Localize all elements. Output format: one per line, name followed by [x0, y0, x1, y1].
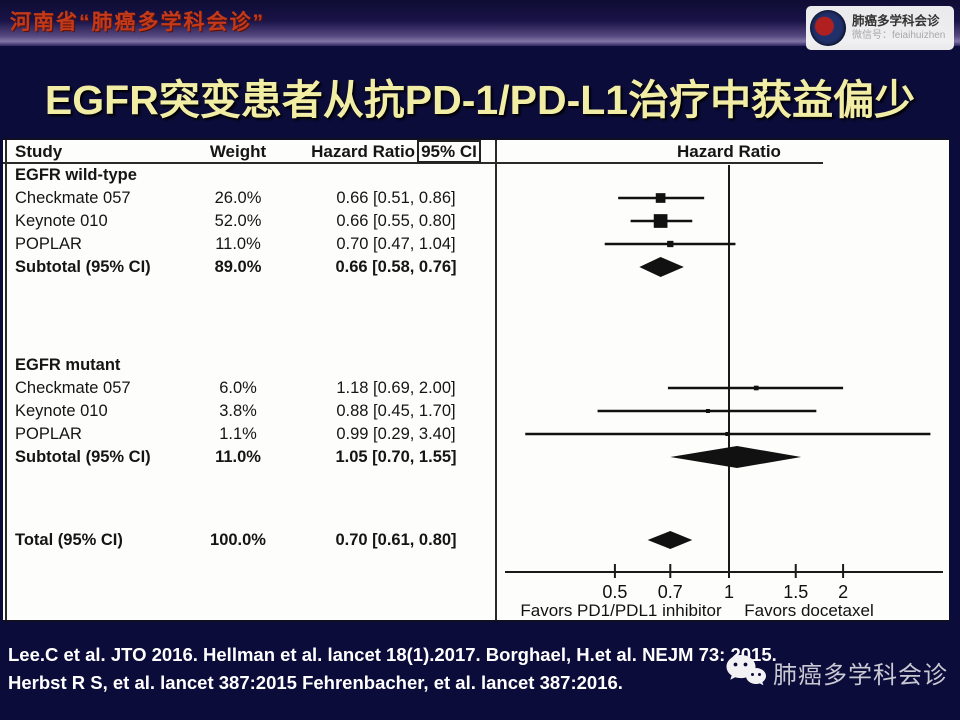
- weight-cell: 6.0%: [219, 379, 257, 397]
- table-row: Keynote 010 52.0% 0.66 [0.55, 0.80]: [3, 210, 497, 232]
- summary-diamond: [639, 257, 684, 277]
- hr-ci-cell: 0.70 [0.47, 1.04]: [336, 235, 456, 253]
- ci-box-annotation: 95% CI: [417, 140, 481, 163]
- hr-ci-cell: 0.66 [0.55, 0.80]: [336, 212, 456, 230]
- study-cell: Total (95% CI): [15, 531, 123, 549]
- wechat-account-badge: 肺癌多学科会诊 微信号：feiaihuizhen: [806, 6, 954, 50]
- table-plot-divider: [495, 140, 497, 620]
- plot-header-hazard-ratio: Hazard Ratio: [677, 142, 781, 161]
- citation-line-2: Herbst R S, et al. lancet 387:2015 Fehre…: [8, 672, 623, 693]
- study-cell: Keynote 010: [15, 212, 108, 230]
- summary-diamond: [670, 446, 802, 468]
- table-row: Checkmate 057 6.0% 1.18 [0.69, 2.00]: [3, 377, 497, 399]
- weight-cell: 11.0%: [215, 448, 261, 466]
- hr-ci-cell: 0.66 [0.51, 0.86]: [336, 189, 456, 207]
- table-left-border: [5, 140, 7, 620]
- wechat-account-id: 微信号：feiaihuizhen: [852, 30, 946, 41]
- hr-marker: [653, 214, 668, 228]
- weight-cell: 100.0%: [210, 531, 266, 549]
- weight-cell: 89.0%: [214, 258, 262, 276]
- wechat-account-logo-icon: [810, 10, 846, 46]
- weight-cell: 1.1%: [219, 425, 257, 443]
- weight-cell: 26.0%: [214, 189, 262, 207]
- column-header-weight: Weight: [209, 142, 267, 161]
- top-banner: 河南省“肺癌多学科会诊”: [0, 0, 960, 46]
- weight-cell: 11.0%: [215, 235, 261, 253]
- weight-cell: 52.0%: [214, 212, 262, 230]
- citation-line-1: Lee.C et al. JTO 2016. Hellman et al. la…: [8, 644, 777, 665]
- hr-marker: [667, 240, 674, 248]
- table-row: EGFR mutant: [3, 354, 497, 376]
- table-row: Subtotal (95% CI) 89.0% 0.66 [0.58, 0.76]: [3, 256, 497, 278]
- svg-text:0.7: 0.7: [658, 582, 683, 602]
- table-row: Total (95% CI) 100.0% 0.70 [0.61, 0.80]: [3, 529, 497, 551]
- table-row: Checkmate 057 26.0% 0.66 [0.51, 0.86]: [3, 187, 497, 209]
- study-cell: Subtotal (95% CI): [15, 448, 151, 466]
- study-cell: EGFR mutant: [15, 356, 121, 374]
- svg-text:Favors docetaxel: Favors docetaxel: [744, 601, 873, 620]
- top-banner-text: 河南省“肺癌多学科会诊”: [10, 11, 265, 34]
- hr-marker: [753, 385, 759, 391]
- weight-cell: 3.8%: [219, 402, 257, 420]
- hr-ci-cell: 0.66 [0.58, 0.76]: [335, 258, 457, 276]
- hr-ci-cell: 0.99 [0.29, 3.40]: [336, 425, 456, 443]
- watermark-text: 肺癌多学科会诊: [773, 661, 948, 689]
- hr-ci-cell: 0.88 [0.45, 1.70]: [336, 402, 456, 420]
- wechat-icon: [726, 655, 766, 686]
- summary-diamond: [647, 531, 693, 549]
- table-row: Subtotal (95% CI) 11.0% 1.05 [0.70, 1.55]: [3, 446, 497, 468]
- svg-text:1: 1: [724, 582, 734, 602]
- table-row: POPLAR 11.0% 0.70 [0.47, 1.04]: [3, 233, 497, 255]
- hr-marker: [725, 432, 730, 436]
- table-row: EGFR wild-type: [3, 164, 497, 186]
- hr-ci-cell: 1.05 [0.70, 1.55]: [335, 448, 457, 466]
- wechat-account-name: 肺癌多学科会诊: [852, 14, 940, 28]
- header-underline-left: [3, 162, 497, 164]
- study-cell: POPLAR: [15, 235, 82, 253]
- reference-citations: Lee.C et al. JTO 2016. Hellman et al. la…: [8, 641, 958, 697]
- slide-title: EGFR突变患者从抗PD-1/PD-L1治疗中获益偏少: [44, 77, 916, 123]
- study-cell: POPLAR: [15, 425, 82, 443]
- study-cell: Checkmate 057: [15, 189, 131, 207]
- hr-marker: [705, 409, 710, 413]
- hr-marker: [655, 193, 666, 203]
- study-cell: EGFR wild-type: [15, 166, 137, 184]
- study-cell: Keynote 010: [15, 402, 108, 420]
- svg-text:0.5: 0.5: [602, 582, 627, 602]
- column-header-study: Study: [15, 142, 63, 161]
- table-row: Keynote 010 3.8% 0.88 [0.45, 1.70]: [3, 400, 497, 422]
- study-cell: Subtotal (95% CI): [15, 258, 151, 276]
- wechat-watermark: 肺癌多学科会诊: [725, 654, 948, 690]
- svg-text:Favors PD1/PDL1 inhibitor: Favors PD1/PDL1 inhibitor: [520, 601, 722, 620]
- hr-ci-cell: 1.18 [0.69, 2.00]: [336, 379, 456, 397]
- study-cell: Checkmate 057: [15, 379, 131, 397]
- hr-ci-cell: 0.70 [0.61, 0.80]: [335, 531, 457, 549]
- header-underline-right: [497, 162, 823, 164]
- svg-text:1.5: 1.5: [783, 582, 808, 602]
- column-header-hazard-ratio: Hazard Ratio 95% CI: [296, 140, 496, 163]
- svg-text:2: 2: [838, 582, 848, 602]
- forest-plot-panel: 0.5 0.7 1 1.5 2 Favors PD1/PDL1 inhibitor Favo…: [3, 138, 949, 622]
- forest-plot-graphic: 0.5 0.7 1 1.5 2 Favors PD1/PDL1 inhibitor Favo…: [505, 165, 943, 620]
- table-row: POPLAR 1.1% 0.99 [0.29, 3.40]: [3, 423, 497, 445]
